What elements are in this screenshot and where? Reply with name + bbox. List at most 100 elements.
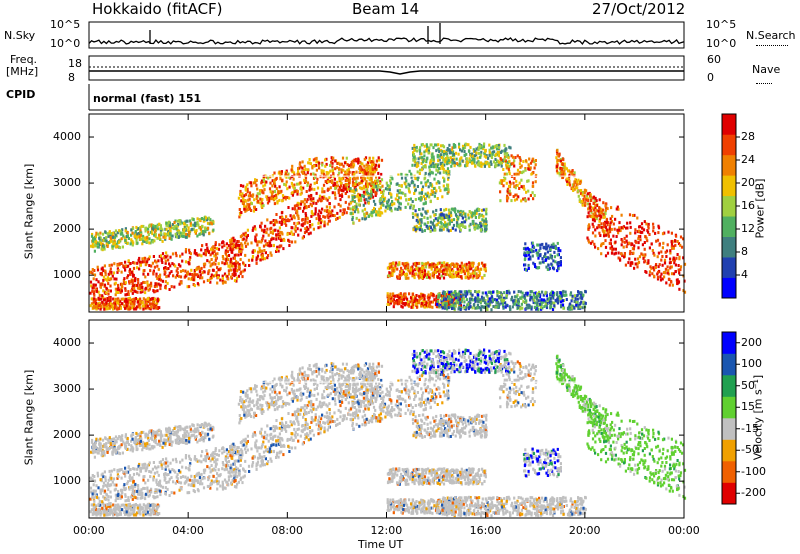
range-gate-cell: [368, 156, 371, 160]
range-gate-cell: [187, 261, 190, 265]
range-gate-cell: [413, 185, 416, 189]
range-gate-cell: [620, 243, 623, 247]
range-gate-cell: [255, 258, 258, 262]
range-gate-cell: [226, 261, 229, 265]
range-gate-cell: [429, 160, 432, 164]
range-gate-cell: [221, 279, 224, 283]
range-gate-cell: [418, 208, 421, 211]
range-gate-cell: [144, 263, 147, 267]
range-gate-cell: [411, 298, 414, 302]
range-gate-cell: [477, 148, 480, 152]
range-gate-cell: [406, 268, 410, 272]
range-gate-cell: [357, 161, 360, 165]
range-gate-cell: [384, 187, 388, 191]
range-gate-cell: [404, 301, 407, 305]
range-gate-cell: [347, 174, 350, 177]
range-gate-cell: [261, 189, 264, 193]
range-gate-cell: [358, 186, 362, 190]
range-gate-cell: [442, 175, 445, 179]
range-gate-cell: [620, 226, 623, 230]
range-gate-cell: [114, 243, 117, 247]
range-gate-cell: [186, 233, 190, 237]
range-gate-cell: [306, 216, 309, 220]
range-gate-cell: [619, 258, 622, 262]
range-gate-cell: [426, 194, 429, 198]
range-gate-cell: [157, 282, 160, 286]
range-gate-cell: [420, 276, 423, 279]
range-gate-cell: [309, 162, 312, 166]
range-gate-cell: [237, 253, 240, 257]
range-gate-cell: [305, 228, 308, 231]
range-gate-cell: [595, 208, 598, 212]
range-gate-cell: [523, 251, 526, 255]
range-gate-cell: [104, 269, 107, 273]
range-gate-cell: [254, 178, 257, 182]
range-gate-cell: [423, 229, 426, 233]
range-gate-cell: [155, 272, 158, 276]
range-gate-cell: [181, 221, 184, 225]
range-gate-cell: [506, 152, 509, 156]
range-gate-cell: [428, 305, 431, 309]
range-gate-cell: [547, 263, 550, 267]
range-gate-cell: [414, 228, 417, 232]
range-gate-cell: [517, 290, 520, 293]
range-gate-cell: [93, 237, 96, 241]
range-gate-cell: [201, 232, 204, 236]
range-gate-cell: [371, 209, 374, 212]
range-gate-cell: [344, 200, 347, 204]
range-gate-cell: [183, 222, 186, 226]
range-gate-cell: [425, 143, 428, 147]
range-gate-cell: [468, 157, 471, 161]
range-gate-cell: [288, 232, 292, 236]
range-gate-cell: [263, 249, 266, 252]
range-gate-cell: [262, 244, 266, 248]
range-gate-cell: [213, 254, 216, 258]
range-gate-cell: [210, 222, 213, 226]
range-gate-cell: [386, 204, 389, 207]
range-gate-cell: [451, 226, 455, 230]
range-gate-cell: [489, 160, 492, 164]
range-gate-cell: [405, 198, 408, 202]
range-gate-cell: [669, 249, 672, 253]
range-gate-cell: [526, 246, 529, 250]
range-gate-cell: [480, 153, 483, 157]
range-gate-cell: [158, 222, 161, 226]
range-gate-cell: [433, 177, 436, 181]
range-gate-cell: [353, 172, 356, 176]
range-gate-cell: [224, 280, 227, 284]
range-gate-cell: [134, 284, 138, 288]
range-gate-cell: [309, 197, 312, 201]
range-gate-cell: [177, 235, 181, 239]
range-gate-cell: [144, 300, 147, 304]
range-gate-cell: [421, 185, 425, 189]
range-gate-cell: [149, 307, 152, 311]
range-gate-cell: [355, 205, 358, 209]
range-gate-cell: [118, 288, 121, 292]
range-gate-cell: [426, 191, 429, 195]
range-gate-cell: [261, 254, 264, 258]
range-gate-cell: [431, 300, 434, 304]
range-gate-cell: [470, 262, 473, 266]
range-gate-cell: [365, 188, 368, 192]
range-gate-cell: [669, 266, 672, 270]
range-gate-cell: [386, 294, 389, 298]
range-gate-cell: [417, 270, 420, 274]
range-gate-cell: [386, 292, 389, 296]
range-gate-cell: [415, 149, 419, 153]
range-gate-cell: [144, 286, 148, 290]
range-gate-cell: [299, 181, 302, 185]
range-gate-cell: [288, 244, 291, 247]
range-gate-cell: [377, 183, 380, 187]
range-gate-cell: [91, 232, 94, 236]
range-gate-cell: [99, 307, 102, 311]
range-gate-cell: [261, 237, 264, 241]
range-gate-cell: [136, 227, 140, 231]
range-gate-cell: [204, 216, 208, 220]
range-gate-cell: [536, 243, 539, 247]
range-gate-cell: [446, 160, 449, 164]
range-gate-cell: [396, 207, 399, 211]
range-gate-cell: [430, 267, 433, 271]
range-gate-cell: [558, 261, 561, 265]
range-gate-cell: [654, 266, 657, 269]
range-gate-cell: [563, 162, 566, 166]
